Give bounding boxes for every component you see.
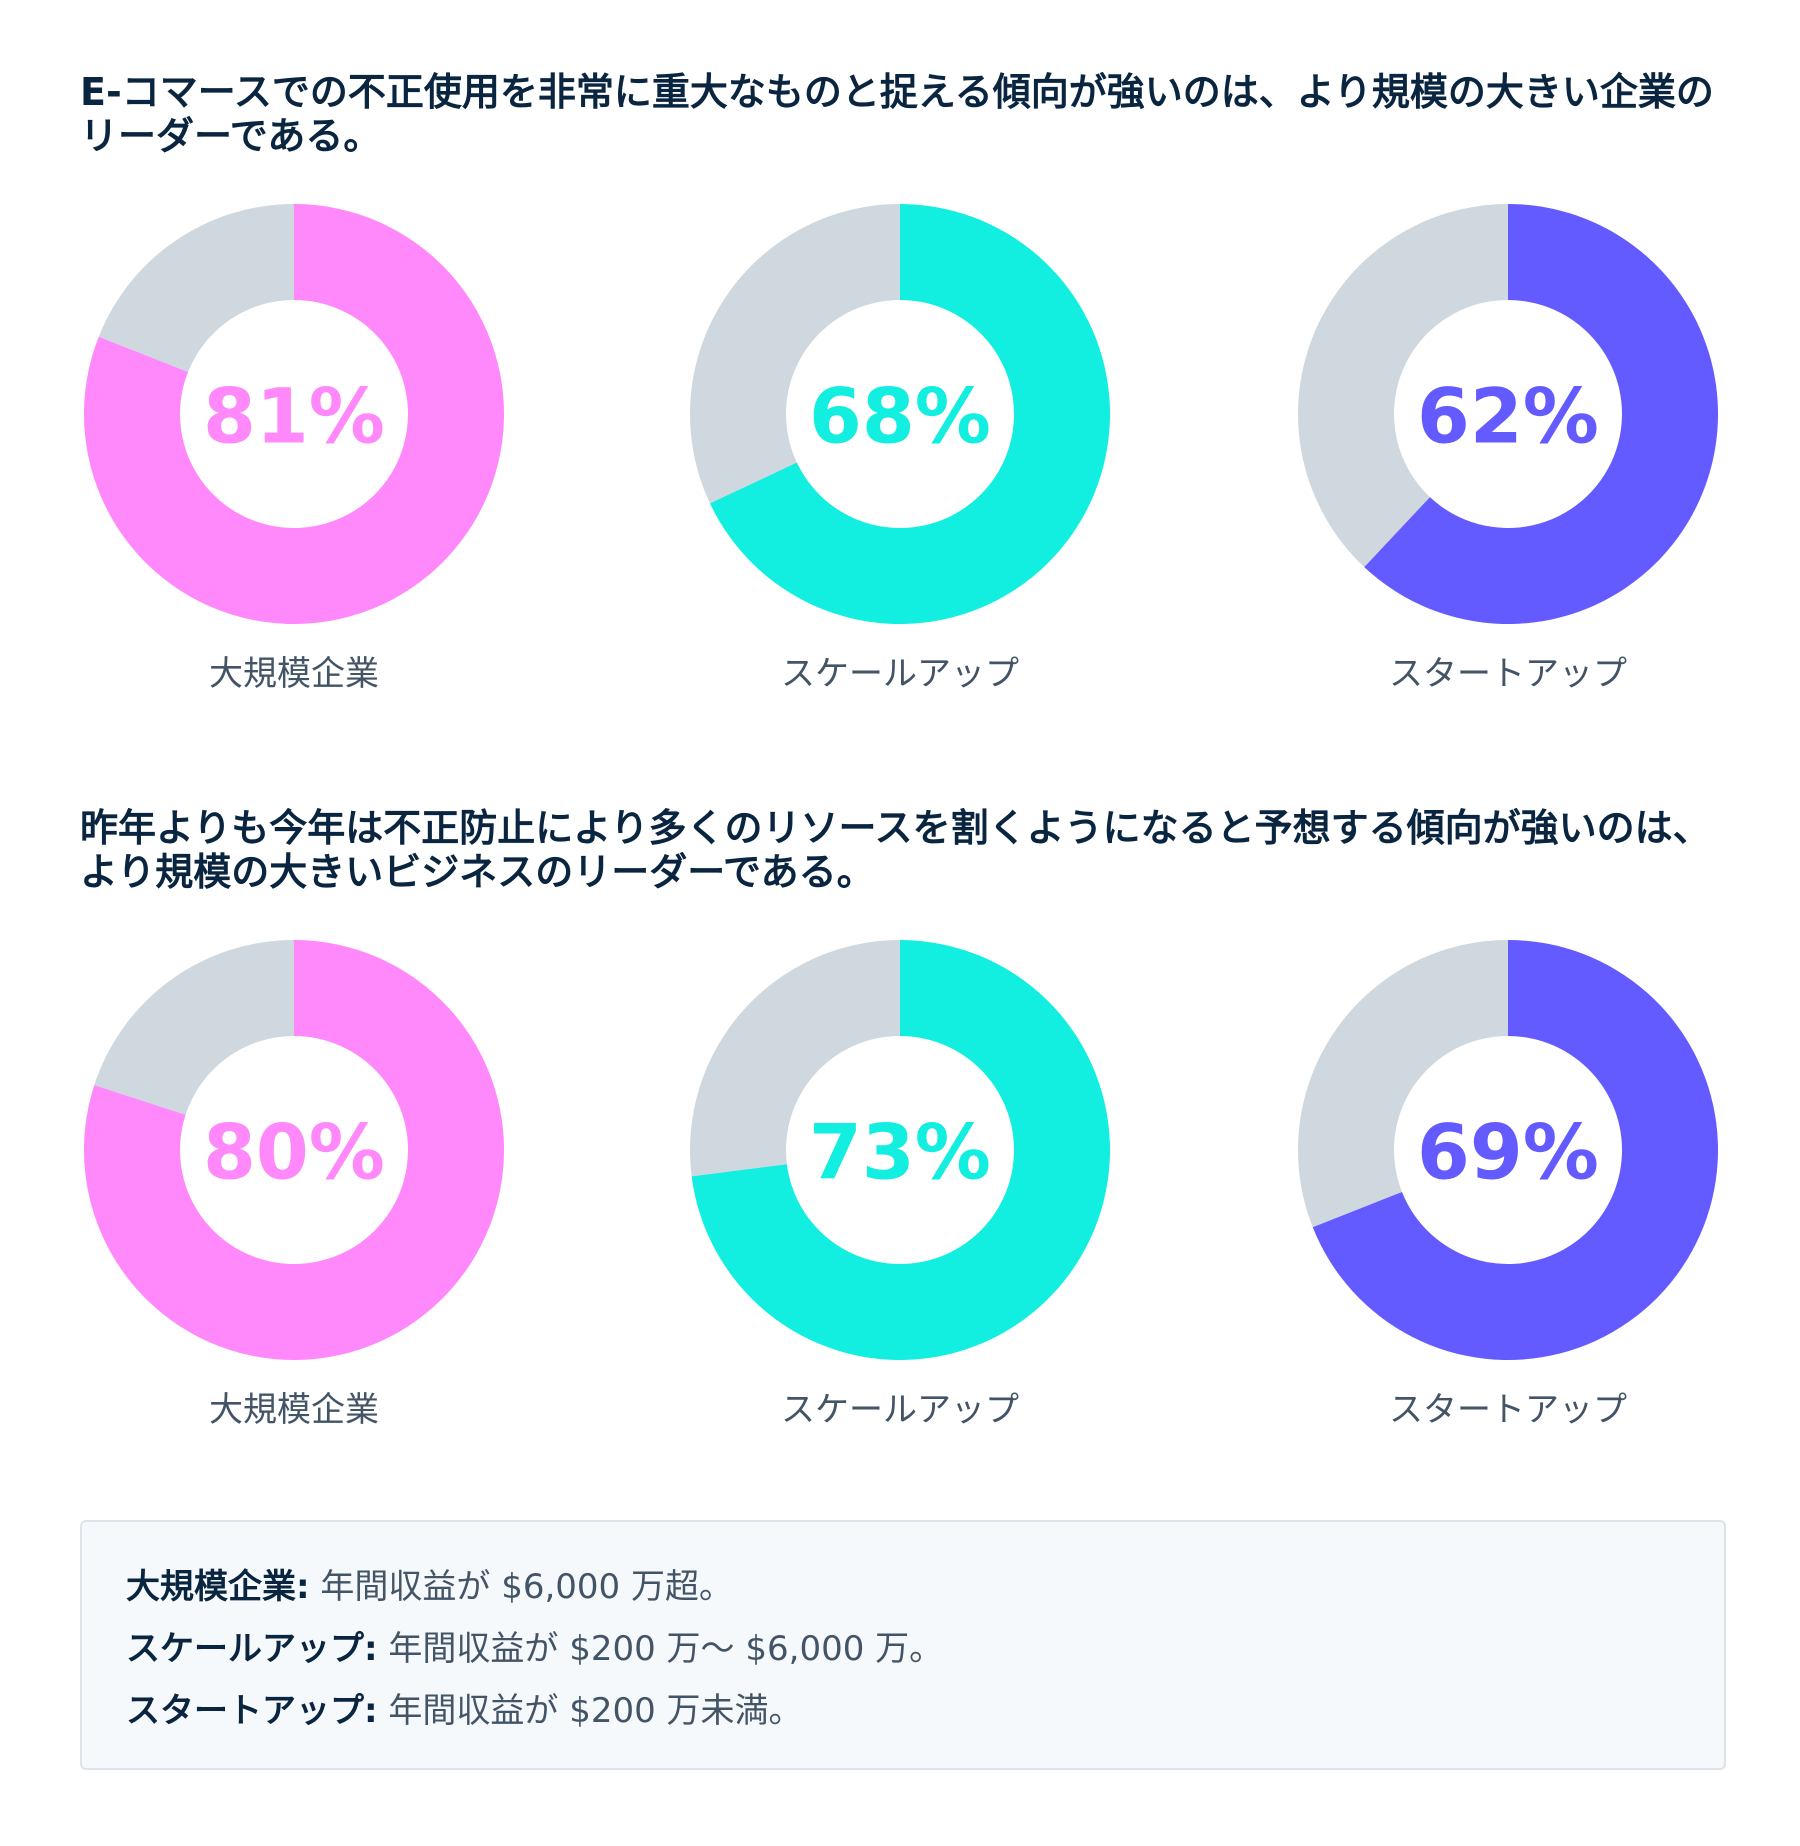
donut-remainder-slice xyxy=(94,940,294,1115)
donut-row-2: 80% 大規模企業 73% スケールアップ 69% スタートアップ xyxy=(0,930,1800,1450)
legend-desc: 年間収益が $200 万〜 $6,000 万。 xyxy=(377,1629,944,1669)
donut-value-slice xyxy=(84,940,504,1360)
legend-desc: 年間収益が $200 万未満。 xyxy=(377,1691,803,1731)
legend-term: スタートアップ: xyxy=(126,1691,378,1731)
legend-term: スケールアップ: xyxy=(126,1629,378,1669)
donut-chart: 68% xyxy=(690,204,1110,624)
donut-percentage-label: 68% xyxy=(809,372,991,461)
donut-chart: 73% xyxy=(690,940,1110,1360)
donut-remainder-slice xyxy=(1298,204,1508,568)
donut-percentage-label: 62% xyxy=(1417,372,1599,461)
donut-startup: 62% スタートアップ xyxy=(1288,194,1728,714)
donut-value-slice xyxy=(84,204,504,624)
donut-value-slice xyxy=(1312,940,1718,1360)
donut-chart: 81% xyxy=(84,204,504,624)
donut-value-slice xyxy=(1364,204,1718,624)
donut-scaleup: 68% スケールアップ xyxy=(680,194,1120,714)
donut-label: 大規模企業 xyxy=(209,1390,379,1430)
donut-value-slice xyxy=(691,940,1110,1360)
donut-percentage-label: 69% xyxy=(1417,1108,1599,1197)
donut-remainder-slice xyxy=(690,940,900,1177)
donut-startup: 69% スタートアップ xyxy=(1288,930,1728,1450)
donut-remainder-slice xyxy=(690,204,900,504)
legend-item-large-enterprise: 大規模企業: 年間収益が $6,000 万超。 xyxy=(126,1556,1680,1618)
legend-item-startup: スタートアップ: 年間収益が $200 万未満。 xyxy=(126,1680,1680,1742)
donut-chart: 80% xyxy=(84,940,504,1360)
donut-percentage-label: 73% xyxy=(809,1108,991,1197)
donut-chart: 62% xyxy=(1298,204,1718,624)
section-1-title: E-コマースでの不正使用を非常に重大なものと捉える傾向が強いのは、より規模の大き… xyxy=(80,70,1714,158)
donut-chart: 69% xyxy=(1298,940,1718,1360)
legend-item-scaleup: スケールアップ: 年間収益が $200 万〜 $6,000 万。 xyxy=(126,1618,1680,1680)
section-2-title: 昨年よりも今年は不正防止により多くのリソースを割くようになると予想する傾向が強い… xyxy=(80,806,1711,894)
donut-remainder-slice xyxy=(98,204,294,373)
donut-label: 大規模企業 xyxy=(209,654,379,694)
legend-term: 大規模企業: xyxy=(126,1567,310,1607)
donut-percentage-label: 80% xyxy=(203,1108,385,1197)
donut-remainder-slice xyxy=(1298,940,1508,1228)
donut-row-1: 81% 大規模企業 68% スケールアップ 62% スタートアップ xyxy=(0,194,1800,714)
donut-label: スケールアップ xyxy=(781,654,1019,694)
donut-label: スケールアップ xyxy=(781,1390,1019,1430)
donut-label: スタートアップ xyxy=(1389,1390,1627,1430)
donut-percentage-label: 81% xyxy=(203,372,385,461)
donut-label: スタートアップ xyxy=(1389,654,1627,694)
legend-desc: 年間収益が $6,000 万超。 xyxy=(309,1567,733,1607)
legend-box: 大規模企業: 年間収益が $6,000 万超。 スケールアップ: 年間収益が $… xyxy=(80,1520,1726,1770)
donut-scaleup: 73% スケールアップ xyxy=(680,930,1120,1450)
donut-value-slice xyxy=(709,204,1110,624)
donut-large-enterprise: 81% 大規模企業 xyxy=(74,194,514,714)
donut-large-enterprise: 80% 大規模企業 xyxy=(74,930,514,1450)
